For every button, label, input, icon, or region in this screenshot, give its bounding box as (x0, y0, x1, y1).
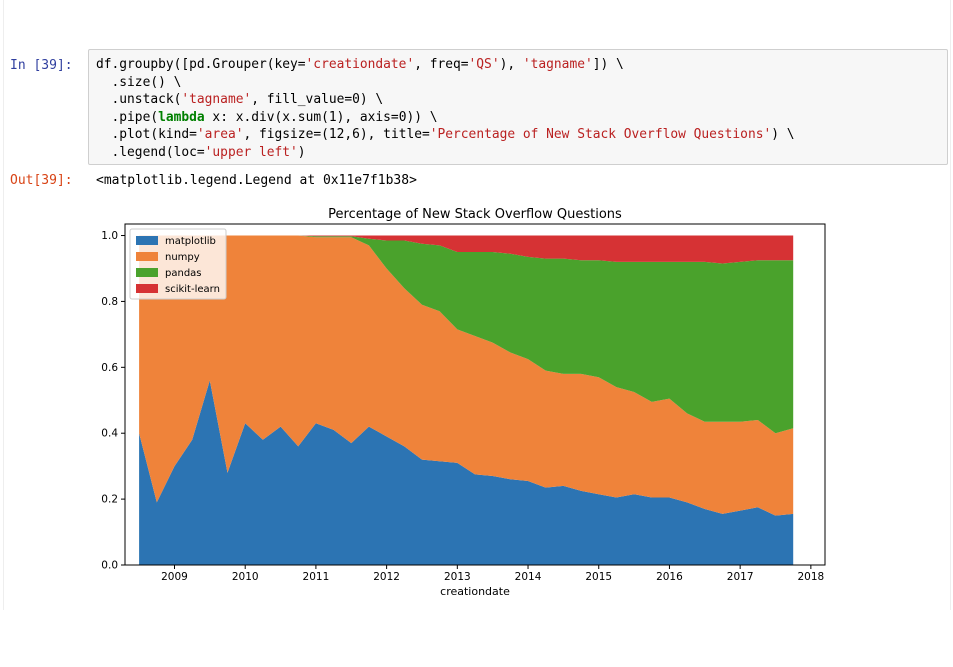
legend-label-numpy: numpy (165, 252, 200, 263)
code-token: 'area' (196, 127, 244, 143)
output-prompt: Out[39]: (10, 173, 73, 188)
area-numpy (139, 235, 794, 516)
legend-box (129, 228, 227, 300)
axes-frame (124, 223, 826, 566)
x-axis-label: creationdate (440, 585, 510, 598)
code-token: .size() \ (96, 74, 182, 90)
x-tick-label: 2017 (727, 571, 754, 583)
legend-swatch-scikit-learn (136, 284, 158, 293)
code-token: .legend(loc= (96, 144, 205, 160)
x-tick-label: 2016 (656, 571, 683, 583)
code-token: , figsize=(12,6), title= (243, 127, 430, 143)
chart-title: Percentage of New Stack Overflow Questio… (328, 207, 622, 222)
x-tick-label: 2013 (444, 571, 471, 583)
x-tick-label: 2010 (232, 571, 259, 583)
code-token: 'tagname' (522, 57, 593, 72)
code-token: 'QS' (468, 57, 500, 72)
axis-ticks: 2009 2010 2011 2012 2013 2014 2015 2016 2017 2018… (101, 230, 824, 583)
code-token: 'Percentage of New Stack Overflow Questi… (429, 127, 772, 143)
code-token: .plot(kind= (96, 127, 197, 143)
y-tick-label: 0.4 (101, 428, 118, 440)
area-scikit-learn (139, 235, 794, 264)
x-tick-label: 2012 (373, 571, 400, 583)
area-layers (139, 235, 794, 565)
legend-label-scikit-learn: scikit-learn (165, 284, 220, 295)
code-token: , fill_value=0) \ (251, 92, 384, 108)
y-tick-label: 0.0 (101, 560, 118, 572)
y-tick-label: 0.8 (101, 296, 118, 308)
code-token: x: x.div(x.sum(1), axis=0)) \ (204, 109, 438, 125)
output-text: <matplotlib.legend.Legend at 0x11e7f1b38… (96, 173, 417, 188)
code-token: .pipe( (96, 109, 159, 125)
y-tick-label: 0.2 (101, 494, 118, 506)
y-tick-label: 1.0 (101, 230, 118, 242)
code-token: 'tagname' (181, 92, 252, 108)
legend-label-pandas: pandas (165, 268, 202, 279)
code-token: , freq= (414, 57, 469, 72)
code-token: ) \ (771, 127, 795, 143)
code-editor[interactable]: df.groupby([pd.Grouper(key='creationdate… (96, 56, 795, 162)
notebook-cell-frame (3, 0, 951, 610)
code-token: lambda (158, 109, 205, 125)
legend-swatch-pandas (136, 268, 158, 277)
x-tick-label: 2014 (515, 571, 542, 583)
code-cell-input[interactable]: df.groupby([pd.Grouper(key='creationdate… (88, 49, 948, 165)
x-tick-label: 2018 (797, 571, 824, 583)
code-token: .unstack( (96, 92, 182, 108)
x-tick-label: 2009 (161, 571, 188, 583)
x-tick-label: 2015 (585, 571, 612, 583)
chart-legend: matplotlib numpy pandas scikit-learn (129, 228, 227, 300)
x-tick-label: 2011 (303, 571, 330, 583)
code-token: ), (499, 57, 523, 72)
y-tick-label: 0.6 (101, 362, 118, 374)
input-prompt: In [39]: (10, 58, 73, 73)
legend-swatch-matplotlib (136, 236, 158, 245)
legend-swatch-numpy (136, 252, 158, 261)
code-token: ]) \ (592, 57, 624, 72)
legend-label-matplotlib: matplotlib (165, 236, 216, 247)
code-token: 'upper left' (204, 144, 298, 160)
area-pandas (139, 235, 794, 434)
code-token: 'creationdate' (305, 57, 415, 72)
code-token: df.groupby([pd.Grouper(key= (96, 57, 306, 72)
area-matplotlib (139, 380, 794, 565)
code-token: ) (297, 144, 306, 160)
